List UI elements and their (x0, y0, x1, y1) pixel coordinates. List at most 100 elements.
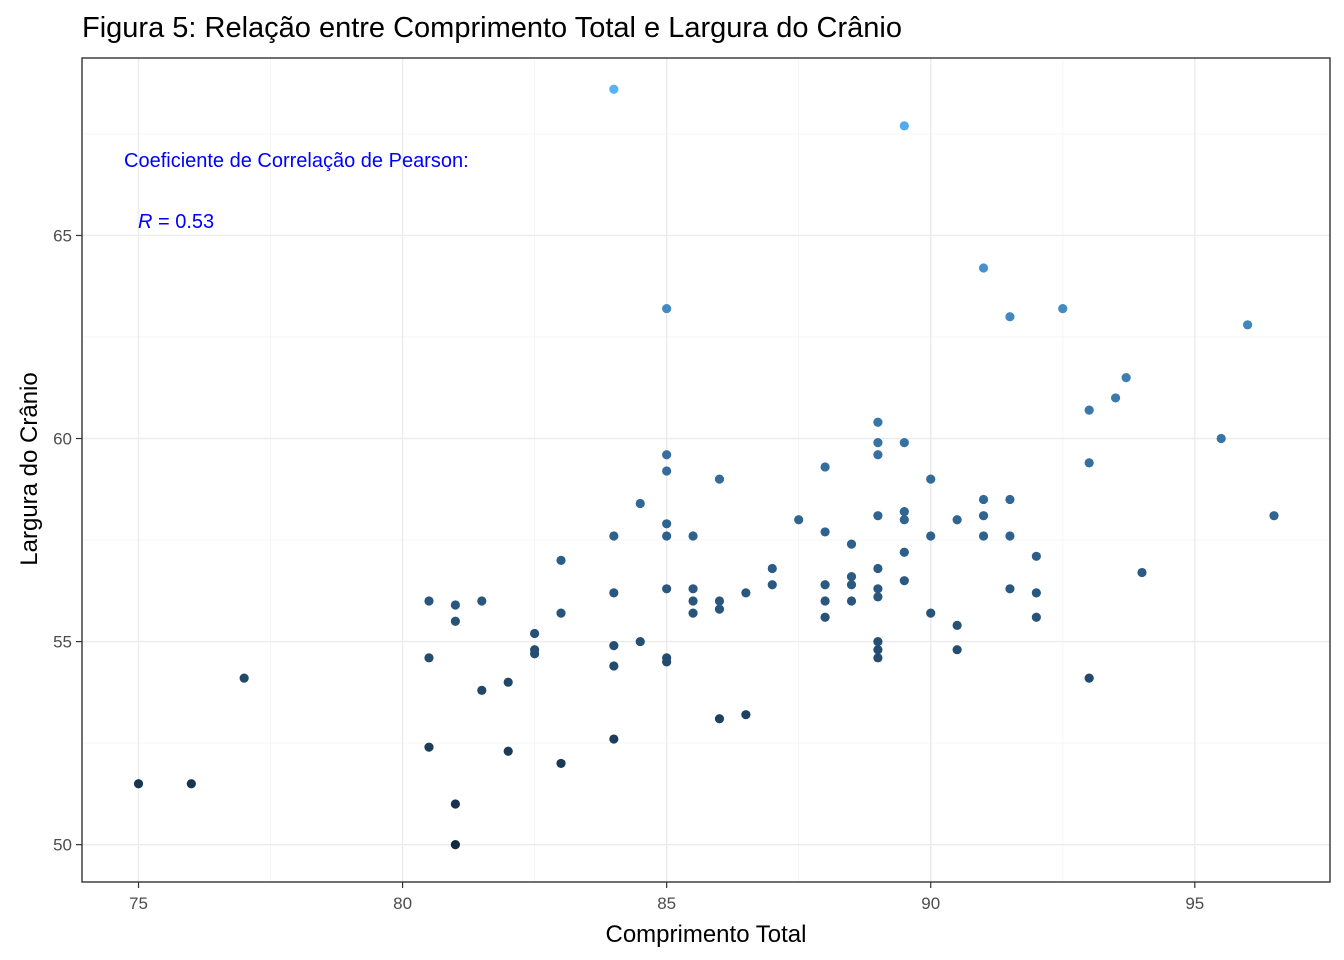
data-point (1058, 303, 1068, 314)
data-point (714, 604, 725, 614)
x-tick-label: 85 (657, 894, 676, 913)
data-point (952, 645, 962, 655)
data-point (186, 779, 196, 789)
data-point (424, 742, 434, 752)
y-tick-label: 60 (53, 430, 72, 449)
data-points (133, 84, 1279, 850)
x-tick-label: 90 (921, 894, 940, 913)
data-point (609, 84, 619, 94)
data-point (556, 758, 566, 769)
data-point (477, 685, 487, 695)
data-point (450, 616, 460, 626)
y-axis-title: Largura do Crânio (16, 372, 43, 565)
data-point (609, 588, 619, 598)
data-point (714, 714, 725, 724)
data-point (820, 612, 830, 622)
data-point (899, 576, 909, 586)
data-point (1084, 405, 1094, 415)
data-point (635, 636, 645, 647)
data-point (899, 121, 909, 131)
data-point (873, 636, 883, 647)
data-point (1031, 588, 1041, 598)
x-tick-label: 95 (1185, 894, 1204, 913)
data-point (873, 645, 883, 655)
data-point (609, 661, 619, 671)
data-point (1243, 320, 1253, 330)
data-point (846, 596, 857, 606)
x-tick-label: 80 (393, 894, 412, 913)
data-point (846, 580, 857, 590)
data-point (714, 596, 725, 606)
data-point (820, 580, 830, 590)
data-point (1031, 612, 1041, 622)
data-point (1110, 393, 1121, 403)
y-tick-label: 55 (53, 633, 72, 652)
y-tick-label: 65 (53, 226, 72, 245)
data-point (1137, 567, 1147, 578)
data-point (899, 437, 909, 448)
data-point (1084, 673, 1094, 683)
data-point (926, 474, 936, 484)
data-point (635, 498, 645, 509)
minor-grid (82, 58, 1330, 882)
data-point (873, 437, 883, 448)
data-point (662, 519, 672, 529)
data-point (873, 584, 883, 594)
data-point (609, 734, 619, 744)
data-point (556, 555, 566, 565)
correlation-label: Coeficiente de Correlação de Pearson: (124, 150, 469, 172)
chart-title: Figura 5: Relação entre Comprimento Tota… (82, 12, 902, 44)
data-point (978, 263, 989, 273)
data-point (662, 450, 672, 460)
data-point (767, 580, 777, 590)
data-point (662, 466, 672, 476)
data-point (503, 677, 513, 687)
data-point (688, 531, 698, 541)
y-tick-label: 50 (53, 836, 72, 855)
data-point (477, 596, 487, 606)
data-point (450, 600, 460, 610)
data-point (820, 462, 830, 472)
data-point (820, 527, 830, 537)
data-point (424, 653, 434, 663)
data-point (1216, 433, 1226, 444)
data-point (1031, 551, 1041, 561)
data-point (714, 474, 725, 484)
data-point (978, 511, 989, 521)
data-point (1084, 458, 1094, 468)
data-point (450, 840, 460, 850)
data-point (1005, 494, 1015, 505)
data-point (978, 494, 989, 505)
data-point (741, 588, 751, 598)
data-point (1269, 511, 1279, 521)
data-point (662, 531, 672, 541)
data-point (767, 563, 777, 574)
data-point (662, 657, 672, 667)
data-point (846, 539, 857, 549)
data-point (978, 531, 989, 541)
data-point (424, 596, 434, 606)
data-point (688, 596, 698, 606)
data-point (688, 584, 698, 594)
data-point (873, 417, 883, 427)
data-point (926, 608, 936, 618)
x-axis-title: Comprimento Total (606, 921, 807, 948)
axis-ticks: 75 80 85 90 95 50 55 60 65 (53, 226, 1204, 913)
r-value: = 0.53 (152, 211, 214, 233)
r-symbol: R (138, 211, 152, 233)
data-point (926, 531, 936, 541)
data-point (609, 641, 619, 651)
data-point (873, 592, 883, 602)
data-point (1005, 312, 1015, 322)
data-point (556, 608, 566, 618)
data-point (873, 653, 883, 663)
data-point (952, 515, 962, 525)
panel-border (81, 57, 1331, 883)
data-point (899, 515, 909, 525)
data-point (873, 511, 883, 521)
data-point (1005, 584, 1015, 594)
data-point (530, 649, 540, 659)
data-point (952, 620, 962, 630)
data-point (873, 450, 883, 460)
